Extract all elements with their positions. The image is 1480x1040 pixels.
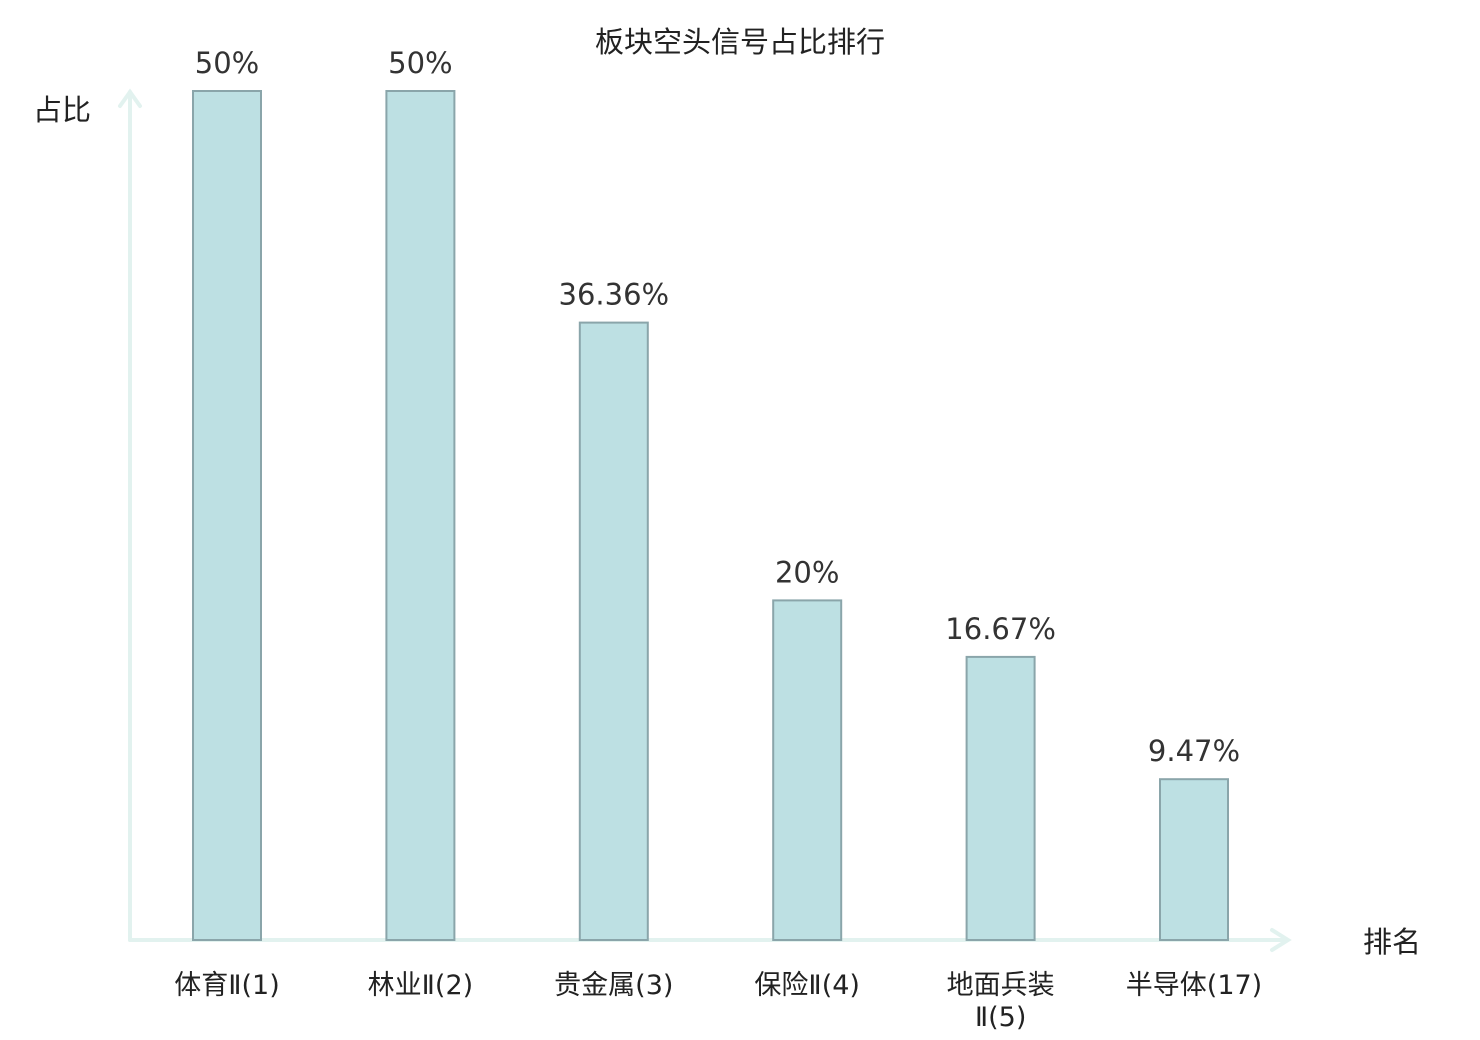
category-rank: (4) xyxy=(822,970,860,1001)
category-name: 贵金属 xyxy=(554,970,635,1001)
value-label-6: 9.47% xyxy=(1148,734,1240,768)
category-name: 半导体 xyxy=(1126,970,1207,1001)
bar-3 xyxy=(578,321,649,942)
category-rank: (1) xyxy=(242,970,280,1001)
value-label-4: 20% xyxy=(775,555,839,589)
category-rank: (5) xyxy=(988,1002,1026,1033)
bar-1 xyxy=(192,90,262,941)
category-label-3: 贵金属(3) xyxy=(554,970,673,1001)
value-label-1: 50% xyxy=(195,46,259,80)
category-name: 地面兵装 xyxy=(947,970,1055,1001)
category-label-5: 地面兵装 Ⅱ(5) xyxy=(947,970,1055,1033)
category-name-line2: Ⅱ xyxy=(975,1002,988,1033)
bar-2 xyxy=(385,90,456,941)
bar-5 xyxy=(965,655,1036,942)
chart-title: 板块空头信号占比排行 xyxy=(595,25,885,59)
category-name: 林业Ⅱ xyxy=(368,970,435,1001)
category-rank: (3) xyxy=(635,970,673,1001)
category-labels-group: 体育Ⅱ(1) 林业Ⅱ(2) 贵金属(3) 保险Ⅱ(4) 地面兵装 Ⅱ(5) 半导体(17) xyxy=(174,970,1262,1033)
axes xyxy=(118,88,1292,952)
value-label-2: 50% xyxy=(388,46,452,80)
value-label-5: 16.67% xyxy=(945,612,1056,646)
bars-group xyxy=(192,90,1229,942)
category-label-2: 林业Ⅱ(2) xyxy=(368,970,474,1001)
category-label-6: 半导体(17) xyxy=(1126,970,1262,1001)
value-labels-group: 50% 50% 36.36% 20% 16.67% 9.47% xyxy=(195,46,1240,768)
y-axis-arrow xyxy=(118,88,142,108)
category-label-1: 体育Ⅱ(1) xyxy=(174,970,280,1001)
category-label-4: 保险Ⅱ(4) xyxy=(754,970,860,1001)
x-axis-arrow xyxy=(1270,928,1292,952)
category-name: 体育Ⅱ xyxy=(174,970,241,1001)
y-axis-title: 占比 xyxy=(33,93,91,127)
x-axis-title: 排名 xyxy=(1363,925,1421,959)
value-label-3: 36.36% xyxy=(559,278,670,312)
category-name: 保险Ⅱ xyxy=(754,970,821,1001)
category-rank: (17) xyxy=(1207,970,1262,1001)
bar-4 xyxy=(772,599,843,942)
bar-6 xyxy=(1159,778,1229,942)
category-rank: (2) xyxy=(435,970,473,1001)
